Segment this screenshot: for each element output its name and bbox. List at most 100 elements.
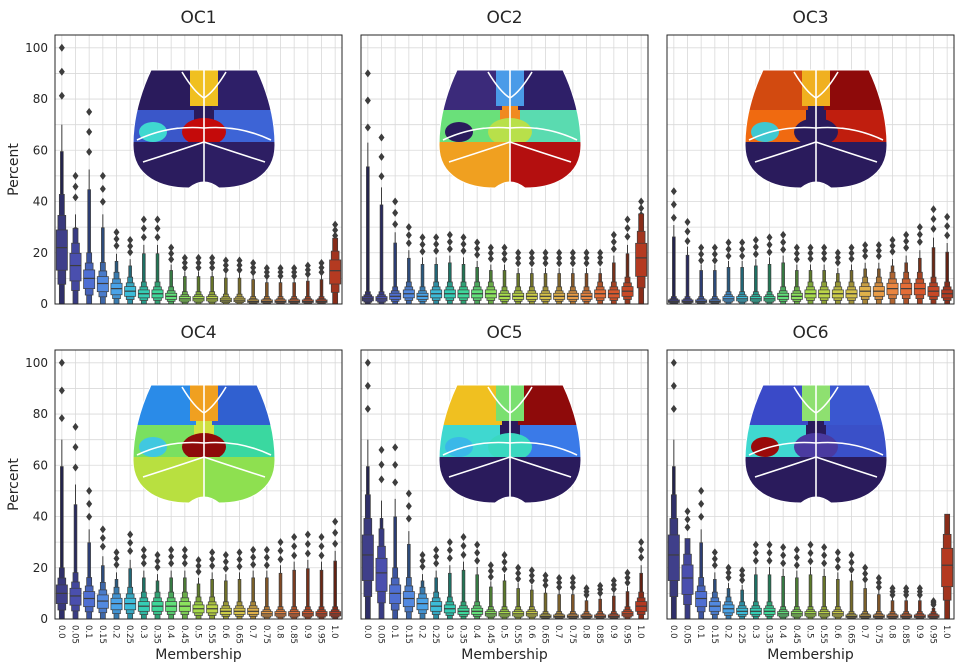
x-tick-label: 0.15 bbox=[403, 625, 413, 644]
outlier-point bbox=[392, 220, 399, 229]
x-tick-label: 0.45 bbox=[485, 625, 495, 644]
y-tick-label: 60 bbox=[33, 458, 48, 472]
x-tick-label: 0.7 bbox=[859, 625, 869, 639]
outlier-point bbox=[793, 255, 800, 264]
outlier-point bbox=[72, 193, 79, 202]
axes-frame bbox=[54, 349, 343, 620]
brain-region-right-back bbox=[510, 457, 581, 503]
boxen-0.9 bbox=[607, 230, 620, 305]
y-tick-label: 80 bbox=[33, 92, 48, 106]
subplot-oc5: OC5 0.0 0.05 0.1 0.15 0.2 0.25 0.3 0.35 0.4 0.45 0.… bbox=[360, 323, 649, 663]
outlier-point bbox=[930, 205, 937, 214]
boxen-box bbox=[375, 557, 388, 592]
outlier-point bbox=[195, 263, 202, 272]
outlier-point bbox=[684, 507, 691, 516]
boxen-0.85 bbox=[900, 230, 913, 305]
x-tick-label: 0.8 bbox=[581, 625, 591, 639]
x-tick-labels: 0.0 0.05 0.1 0.15 0.2 0.25 0.3 0.35 0.4 0.45 0.5 0.… bbox=[668, 625, 951, 644]
outlier-point bbox=[793, 545, 800, 554]
outlier-point bbox=[698, 486, 705, 495]
outlier-point bbox=[793, 243, 800, 252]
outlier-point bbox=[250, 268, 257, 277]
outlier-point bbox=[930, 215, 937, 224]
outlier-point bbox=[916, 230, 923, 239]
outlier-point bbox=[684, 523, 691, 532]
outlier-point bbox=[378, 460, 385, 469]
outlier-point bbox=[528, 253, 535, 262]
outlier-point bbox=[446, 244, 453, 253]
boxen-0.35 bbox=[151, 550, 164, 620]
outlier-point bbox=[698, 243, 705, 252]
outlier-point bbox=[725, 563, 732, 572]
boxen-0.15 bbox=[708, 548, 721, 620]
outlier-point bbox=[263, 272, 270, 281]
outlier-point bbox=[460, 533, 467, 542]
outlier-point bbox=[569, 574, 576, 583]
outlier-point bbox=[528, 566, 535, 575]
boxen-0.5 bbox=[804, 540, 817, 620]
boxen-box bbox=[941, 547, 954, 588]
boxen-0.9 bbox=[913, 223, 926, 305]
brain-border-lower bbox=[142, 141, 266, 163]
x-tick-label: 0.05 bbox=[376, 625, 386, 644]
boxen-0.6 bbox=[525, 566, 538, 620]
boxen-0.25 bbox=[430, 233, 443, 305]
outlier-point bbox=[318, 259, 325, 268]
brain-outline bbox=[438, 69, 582, 189]
outlier-point bbox=[624, 578, 631, 587]
outlier-point bbox=[780, 230, 787, 239]
outlier-point bbox=[58, 67, 65, 76]
boxen-0.2 bbox=[416, 233, 429, 305]
boxen-0.25 bbox=[736, 566, 749, 620]
boxen-0.9 bbox=[301, 530, 314, 620]
y-tick-labels: 0 20 40 60 80 100 bbox=[25, 356, 48, 626]
outlier-point bbox=[624, 568, 631, 577]
brain-border-lower bbox=[448, 456, 572, 478]
outlier-point bbox=[364, 358, 371, 367]
outlier-point bbox=[250, 259, 257, 268]
outlier-point bbox=[58, 43, 65, 52]
outlier-point bbox=[766, 240, 773, 249]
outlier-point bbox=[392, 208, 399, 217]
x-tick-label: 0.9 bbox=[302, 625, 312, 639]
boxen-0.9 bbox=[607, 576, 620, 620]
boxen-0.15 bbox=[96, 171, 109, 305]
boxen-series bbox=[667, 358, 954, 620]
x-tick-label: 0.8 bbox=[275, 625, 285, 639]
y-tick-label: 20 bbox=[33, 246, 48, 260]
outlier-point bbox=[378, 172, 385, 181]
outlier-point bbox=[670, 187, 677, 196]
x-tick-label: 0.25 bbox=[430, 625, 440, 644]
x-axis-label: Membership bbox=[767, 647, 854, 663]
outlier-point bbox=[99, 197, 106, 206]
outlier-point bbox=[515, 563, 522, 572]
outlier-point bbox=[903, 237, 910, 246]
outlier-point bbox=[195, 258, 202, 267]
x-tick-label: 0.85 bbox=[900, 625, 910, 644]
outlier-point bbox=[364, 96, 371, 105]
boxen-0.95 bbox=[315, 533, 328, 620]
brain-region-right-back bbox=[204, 457, 275, 503]
boxen-0.25 bbox=[430, 545, 443, 620]
outlier-point bbox=[332, 528, 339, 537]
outlier-point bbox=[332, 220, 339, 229]
outlier-point bbox=[889, 235, 896, 244]
subplot-title: OC6 bbox=[792, 323, 828, 343]
brain-border-lower bbox=[448, 141, 572, 163]
x-tick-label: 0.2 bbox=[417, 625, 427, 639]
outlier-point bbox=[944, 222, 951, 231]
outlier-point bbox=[875, 583, 882, 592]
outlier-point bbox=[460, 541, 467, 550]
outlier-point bbox=[556, 574, 563, 583]
outlier-point bbox=[140, 552, 147, 561]
outlier-point bbox=[168, 249, 175, 258]
boxen-0.8 bbox=[274, 538, 287, 620]
boxen-0.5 bbox=[498, 550, 511, 620]
boxen-0.65 bbox=[233, 256, 246, 305]
outlier-point bbox=[684, 227, 691, 236]
boxen-box bbox=[672, 236, 676, 305]
outlier-point bbox=[168, 243, 175, 252]
outlier-point bbox=[752, 540, 759, 549]
boxen-0.7 bbox=[553, 574, 566, 620]
x-tick-label: 0.75 bbox=[873, 625, 883, 644]
